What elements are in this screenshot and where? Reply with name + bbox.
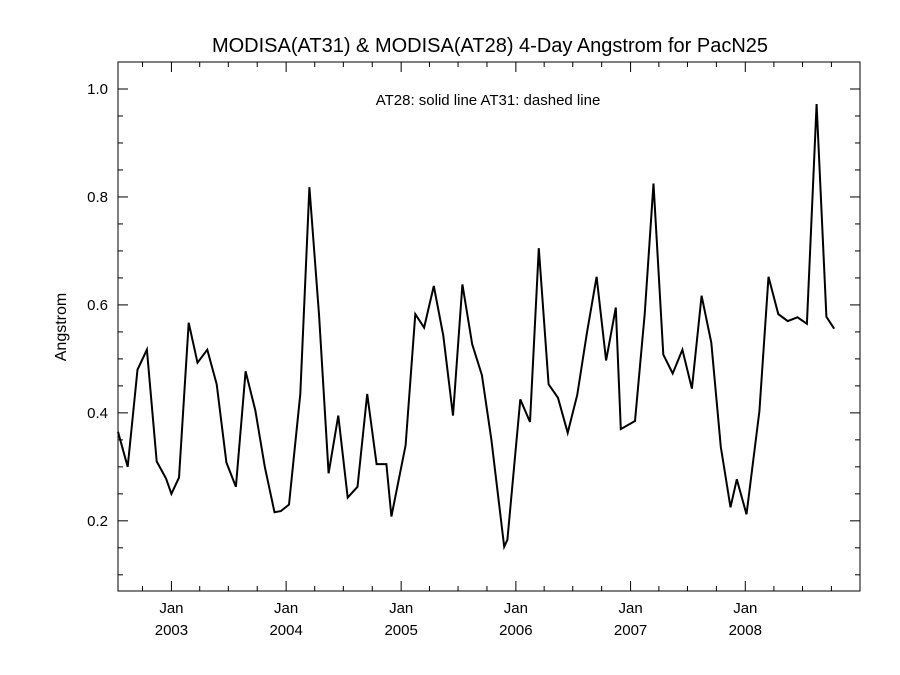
x-tick-label-month: Jan [733, 600, 757, 617]
plot-frame [117, 61, 861, 592]
x-tick-label-year: 2005 [384, 622, 417, 639]
y-tick-label: 0.2 [87, 513, 108, 530]
y-tick-label: 0.4 [87, 405, 108, 422]
chart-title: MODISA(AT31) & MODISA(AT28) 4-Day Angstr… [212, 35, 768, 57]
x-tick-label-year: 2007 [614, 622, 647, 639]
x-tick-label-month: Jan [389, 600, 413, 617]
x-tick-label-year: 2003 [155, 622, 188, 639]
y-axis-label: Angstrom [53, 293, 70, 361]
legend-annotation: AT28: solid line AT31: dashed line [376, 92, 601, 109]
x-tick-label-month: Jan [618, 600, 642, 617]
x-tick-label-month: Jan [504, 600, 528, 617]
x-tick-label-month: Jan [159, 600, 183, 617]
series-line-at28 [117, 104, 836, 551]
x-tick-label-year: 2006 [499, 622, 532, 639]
x-tick-label-year: 2004 [269, 622, 302, 639]
y-tick-label: 1.0 [87, 81, 108, 98]
axis-ticks: 0.2 0.4 0.6 0.8 1.0 Jan 2003 Jan 2004 Jan 2005 Jan 2… [87, 62, 860, 639]
y-tick-label: 0.8 [87, 189, 108, 206]
y-tick-label: 0.6 [87, 297, 108, 314]
series-layer [117, 104, 836, 551]
x-tick-label-month: Jan [274, 600, 298, 617]
x-tick-label-year: 2008 [729, 622, 762, 639]
